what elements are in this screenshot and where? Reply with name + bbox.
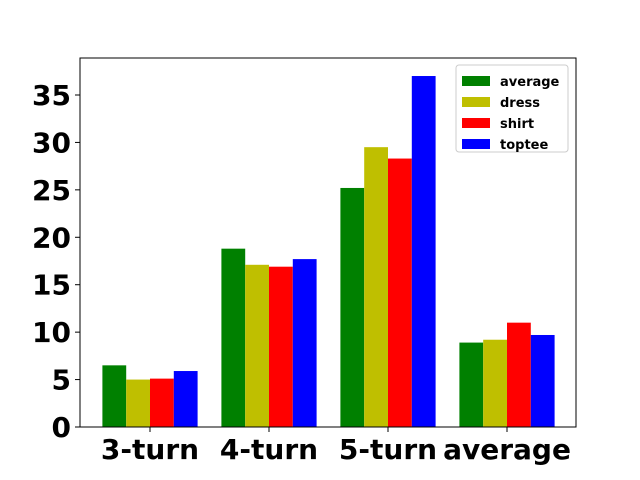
x-tick-label: 3-turn [101, 433, 199, 466]
y-axis: 0 5 10 15 20 25 30 35 [32, 79, 80, 444]
bar-average-3-turn [102, 365, 127, 427]
y-tick-label: 35 [32, 79, 71, 112]
legend-label-average: average [500, 75, 560, 90]
bars-group [102, 76, 555, 428]
legend: average dress shirt toptee [455, 64, 569, 153]
legend-label-dress: dress [500, 96, 540, 111]
bar-toptee-4-turn [292, 259, 317, 427]
bar-dress-3-turn [126, 379, 150, 427]
y-tick-label: 30 [32, 126, 71, 159]
bar-toptee-5-turn [411, 76, 436, 428]
plot-frame [79, 57, 577, 428]
legend-swatch-shirt [462, 118, 490, 128]
bar-average-4-turn [221, 248, 246, 427]
bar-average-5-turn [340, 187, 365, 427]
legend-label-shirt: shirt [500, 117, 534, 132]
y-tick-label: 5 [52, 364, 71, 397]
bar-dress-5-turn [364, 147, 388, 428]
bar-shirt-4-turn [269, 266, 293, 427]
bar-dress-average [483, 339, 507, 427]
y-tick-label: 0 [52, 411, 71, 444]
bar-shirt-3-turn [150, 378, 174, 427]
bar-average-average [459, 342, 484, 427]
legend-swatch-average [462, 76, 490, 86]
bar-toptee-3-turn [173, 371, 198, 427]
y-tick-label: 20 [32, 221, 71, 254]
y-tick-label: 10 [32, 316, 71, 349]
bar-toptee-average [530, 334, 555, 427]
y-tick-label: 15 [32, 269, 71, 302]
bar-shirt-5-turn [388, 158, 412, 428]
legend-box [455, 64, 569, 153]
x-axis: 3-turn 4-turn 5-turn average [101, 427, 571, 466]
x-tick-label: average [443, 433, 571, 466]
x-tick-label: 5-turn [339, 433, 437, 466]
legend-swatch-dress [462, 97, 490, 107]
bar-shirt-average [507, 322, 531, 427]
bar-dress-4-turn [245, 264, 269, 427]
legend-label-toptee: toptee [500, 138, 548, 153]
legend-swatch-toptee [462, 139, 490, 149]
y-tick-label: 25 [32, 174, 71, 207]
x-tick-label: 4-turn [220, 433, 318, 466]
